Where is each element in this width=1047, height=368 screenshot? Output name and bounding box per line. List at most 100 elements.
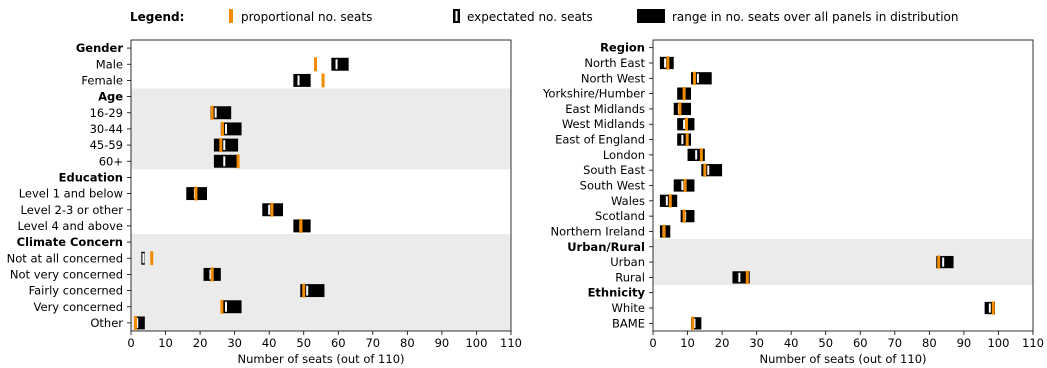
row-label: East of England: [555, 133, 645, 147]
group-label: Urban/Rural: [567, 240, 645, 254]
x-axis-label: Number of seats (out of 110): [237, 352, 404, 366]
range-bar: [293, 73, 311, 87]
proportional-marker: [662, 224, 666, 239]
proportional-marker: [937, 255, 941, 269]
row-label: Not very concerned: [10, 267, 123, 281]
range-bar: [213, 138, 239, 152]
row-label: South West: [580, 179, 646, 193]
proportional-marker: [991, 301, 995, 315]
expected-marker: [695, 150, 698, 160]
proportional-marker: [219, 138, 223, 153]
x-tick-label: 20: [193, 336, 208, 350]
x-tick-label: 50: [296, 336, 311, 350]
group-label: Education: [59, 170, 123, 184]
row-label: West Midlands: [562, 117, 645, 131]
range-bar: [134, 316, 145, 330]
expected-marker: [225, 301, 227, 312]
row-label: Level 4 and above: [17, 219, 123, 233]
row-label: Female: [81, 73, 123, 87]
expected-marker: [942, 257, 945, 267]
proportional-marker: [666, 56, 670, 70]
group-label: Ethnicity: [588, 286, 646, 300]
x-tick-label: 40: [262, 336, 277, 350]
row-label: Wales: [611, 194, 645, 208]
proportional-marker: [682, 86, 686, 101]
x-tick-label: 110: [1022, 336, 1044, 350]
range-bar: [701, 164, 723, 177]
proportional-marker: [745, 270, 749, 285]
row-label: East Midlands: [565, 102, 645, 116]
x-tick-label: 10: [680, 336, 695, 350]
x-axis-label: Number of seats (out of 110): [759, 352, 926, 366]
row-label: Scotland: [595, 209, 645, 223]
proportional-marker: [685, 132, 689, 147]
legend-range-swatch: [637, 9, 665, 23]
proportional-marker: [321, 73, 325, 88]
row-label: BAME: [612, 316, 645, 330]
proportional-marker: [133, 315, 137, 330]
x-tick-label: 90: [435, 336, 450, 350]
row-label: White: [612, 301, 645, 315]
expected-marker: [335, 59, 338, 70]
expected-marker: [225, 123, 227, 134]
range-bar: [936, 255, 954, 269]
expected-marker: [297, 75, 300, 86]
proportional-marker: [221, 121, 225, 136]
proportional-marker: [682, 209, 686, 223]
proportional-marker: [150, 251, 154, 266]
row-label: Male: [96, 57, 123, 71]
group-shade: [131, 234, 511, 331]
proportional-marker: [685, 117, 689, 131]
range-bar: [732, 271, 750, 284]
expected-marker: [665, 196, 668, 206]
range-bar: [331, 57, 349, 71]
row-label: North East: [584, 56, 645, 70]
x-tick-label: 30: [227, 336, 242, 350]
row-label: London: [603, 148, 645, 162]
expected-marker: [681, 180, 684, 191]
row-label: North West: [581, 71, 646, 85]
expected-marker: [142, 253, 145, 264]
row-label: Other: [90, 316, 123, 330]
proportional-marker: [692, 71, 696, 85]
x-tick-label: 110: [500, 336, 522, 350]
range-bar: [677, 133, 691, 146]
legend-expected-marker: [455, 11, 458, 21]
proportional-marker: [678, 102, 682, 116]
x-tick-label: 20: [715, 336, 730, 350]
proportional-marker: [703, 163, 707, 177]
proportional-marker: [302, 283, 306, 298]
x-tick-label: 60: [331, 336, 346, 350]
proportional-marker: [210, 267, 214, 282]
row-label: Northern Ireland: [551, 224, 645, 238]
expected-marker: [268, 204, 271, 215]
x-tick-label: 40: [784, 336, 799, 350]
row-label: 60+: [99, 154, 123, 168]
x-tick-label: 80: [400, 336, 415, 350]
group-label: Age: [98, 90, 123, 104]
proportional-marker: [699, 148, 703, 162]
range-bar: [691, 72, 712, 85]
x-tick-label: 0: [127, 336, 134, 350]
legend-range-label: range in no. seats over all panels in di…: [672, 10, 959, 24]
expected-marker: [681, 134, 684, 145]
row-label: Yorkshire/Humber: [542, 87, 645, 101]
group-shade: [131, 88, 511, 170]
row-label: Level 2-3 or other: [20, 203, 123, 217]
left-panel: Gender Male Female Age 16-29 30-44 45-59 60+ Edu…: [7, 39, 522, 366]
x-tick-label: 70: [887, 336, 902, 350]
legend-expected-label: expectated no. seats: [467, 10, 593, 24]
legend-title: Legend:: [130, 10, 184, 24]
range-bar: [220, 300, 242, 314]
expected-marker: [223, 140, 226, 151]
x-tick-label: 30: [749, 336, 764, 350]
range-bar: [673, 102, 691, 116]
row-label: 16-29: [90, 106, 123, 120]
row-label: Fairly concerned: [29, 284, 123, 298]
x-tick-label: 90: [957, 336, 972, 350]
proportional-marker: [270, 202, 274, 217]
expected-marker: [988, 303, 991, 313]
x-tick-label: 60: [853, 336, 868, 350]
